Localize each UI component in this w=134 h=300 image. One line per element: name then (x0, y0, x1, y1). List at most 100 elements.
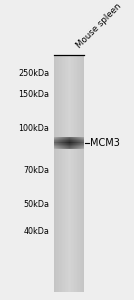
Bar (77, 138, 78, 139)
Bar (81, 144, 82, 145)
Bar (65, 141, 66, 142)
Bar (66, 146, 67, 147)
Bar (56, 147, 57, 148)
Bar (56, 146, 57, 147)
Bar (62, 137, 63, 138)
Bar (66, 139, 67, 140)
Bar (74, 145, 75, 146)
Bar (66, 137, 67, 138)
Bar (82, 145, 83, 146)
Bar (83, 148, 84, 149)
Bar (71, 145, 72, 146)
Bar (75, 56, 76, 292)
Bar (72, 56, 73, 292)
Bar (75, 144, 76, 145)
Bar (70, 148, 71, 149)
Bar (71, 141, 72, 142)
Bar (55, 141, 56, 142)
Bar (62, 142, 63, 143)
Text: 250kDa: 250kDa (18, 69, 49, 78)
Bar (55, 147, 56, 148)
Bar (75, 139, 76, 140)
Bar (55, 142, 56, 143)
Bar (56, 139, 57, 140)
Bar (77, 145, 78, 146)
Bar (76, 142, 77, 143)
Bar (66, 56, 67, 292)
Bar (79, 137, 80, 138)
Bar (64, 148, 65, 149)
Bar (77, 140, 78, 141)
Bar (77, 146, 78, 147)
Bar (81, 137, 82, 138)
Bar (58, 144, 59, 145)
Bar (73, 137, 74, 138)
Bar (71, 144, 72, 145)
Bar (55, 137, 56, 138)
Bar (77, 147, 78, 148)
Bar (69, 148, 70, 149)
Bar (54, 144, 55, 145)
Bar (77, 148, 78, 149)
Bar (68, 56, 69, 292)
Bar (76, 56, 77, 292)
Bar (56, 138, 57, 139)
Bar (62, 146, 63, 147)
Bar (60, 147, 61, 148)
Bar (74, 56, 75, 292)
Bar (56, 144, 57, 145)
Bar (71, 137, 72, 138)
Bar (76, 143, 77, 144)
Bar (60, 144, 61, 145)
Bar (66, 147, 67, 148)
Bar (75, 138, 76, 139)
Bar (74, 148, 75, 149)
Bar (67, 148, 68, 149)
Bar (55, 148, 56, 149)
Bar (80, 139, 81, 140)
Bar (82, 144, 83, 145)
Bar (59, 137, 60, 138)
Bar (61, 148, 62, 149)
Bar (57, 137, 58, 138)
Bar (69, 145, 70, 146)
Bar (76, 147, 77, 148)
Bar (80, 143, 81, 144)
Bar (54, 139, 55, 140)
Bar (75, 137, 76, 138)
Bar (78, 139, 79, 140)
Bar (59, 140, 60, 141)
Bar (62, 140, 63, 141)
Bar (72, 138, 73, 139)
Bar (80, 141, 81, 142)
Bar (60, 137, 61, 138)
Bar (79, 139, 80, 140)
Bar (62, 139, 63, 140)
Bar (59, 56, 60, 292)
Bar (74, 144, 75, 145)
Bar (59, 142, 60, 143)
Bar (67, 143, 68, 144)
Bar (67, 140, 68, 141)
Bar (67, 56, 68, 292)
Bar (73, 144, 74, 145)
Bar (68, 147, 69, 148)
Bar (82, 56, 83, 292)
Bar (82, 147, 83, 148)
Bar (65, 142, 66, 143)
Bar (58, 138, 59, 139)
Bar (82, 148, 83, 149)
Bar (57, 139, 58, 140)
Bar (70, 138, 71, 139)
Bar (83, 146, 84, 147)
Bar (58, 142, 59, 143)
Bar (57, 56, 58, 292)
Bar (61, 144, 62, 145)
Bar (73, 148, 74, 149)
Bar (77, 142, 78, 143)
Bar (79, 143, 80, 144)
Bar (81, 141, 82, 142)
Bar (68, 142, 69, 143)
Bar (64, 140, 65, 141)
Bar (61, 142, 62, 143)
